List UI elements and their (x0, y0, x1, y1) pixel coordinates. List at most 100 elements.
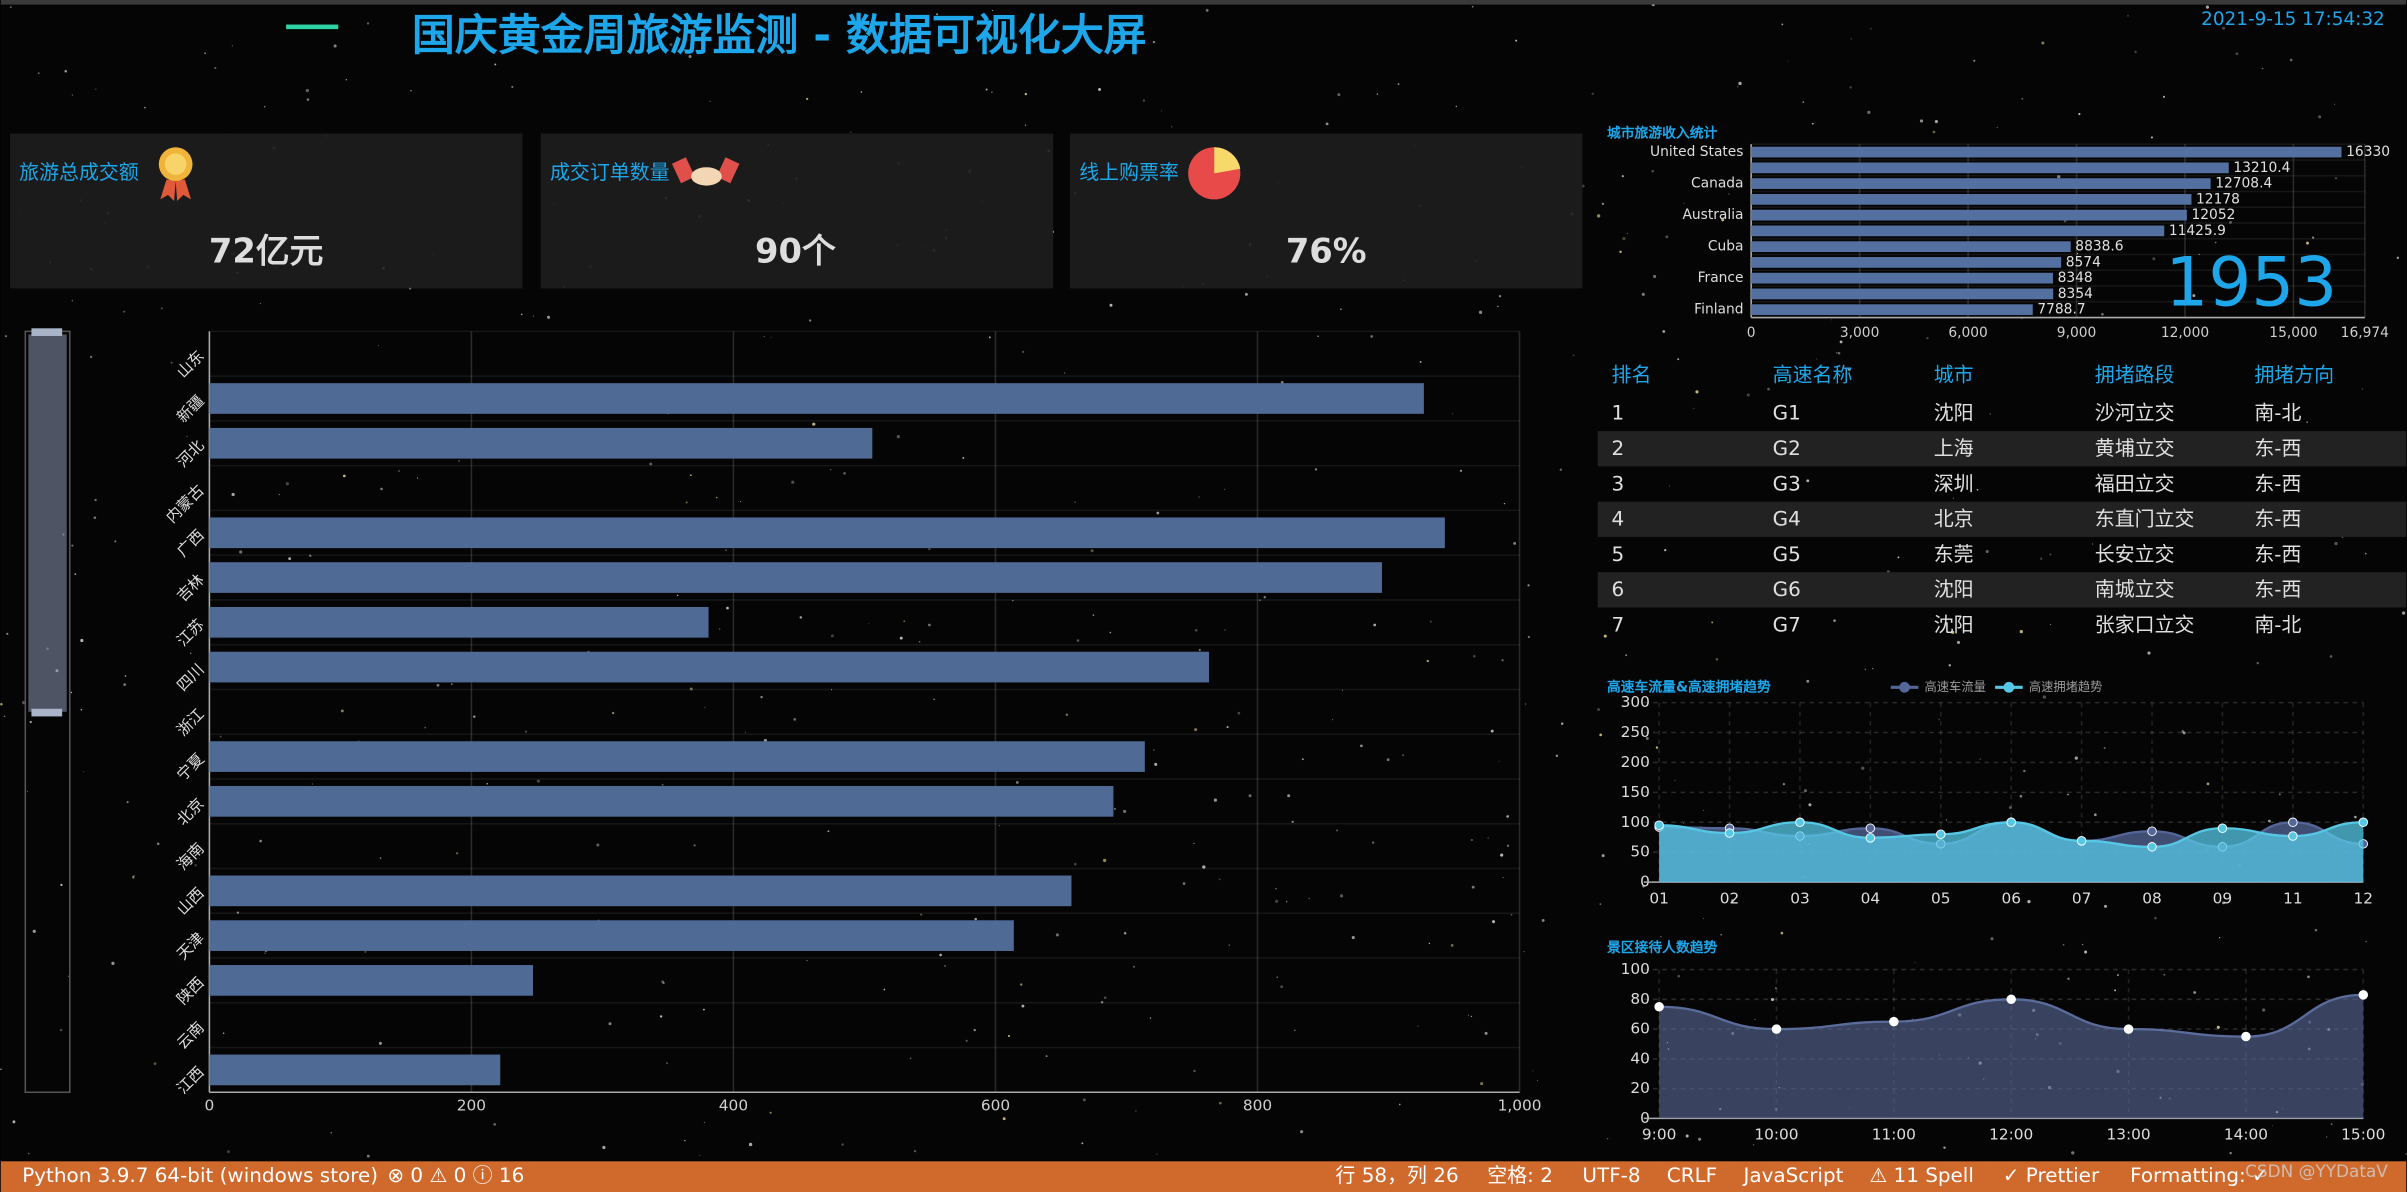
star (1849, 86, 1852, 89)
x-tick-label: 3,000 (1840, 325, 1880, 341)
star (693, 844, 696, 847)
star (1092, 614, 1095, 616)
table-cell: 4 (1612, 507, 1625, 531)
star (793, 718, 797, 721)
star (2057, 175, 2061, 179)
star (1074, 501, 1076, 503)
star (1811, 122, 1814, 125)
star (2041, 41, 2045, 45)
star (702, 1008, 705, 1011)
value-label: 16330 (2346, 144, 2390, 160)
data-zoom[interactable] (24, 328, 71, 1094)
star (1677, 358, 1680, 361)
star (1022, 350, 1025, 353)
medal-icon (158, 147, 193, 201)
star (1870, 28, 1872, 30)
star (1703, 810, 1705, 812)
star (1470, 838, 1474, 842)
star (1372, 841, 1375, 844)
star (436, 683, 440, 687)
star (662, 981, 665, 985)
star (725, 549, 727, 552)
star (1103, 996, 1107, 1000)
star (2326, 1136, 2328, 1138)
point (2358, 990, 2369, 1000)
star (1484, 1031, 1488, 1035)
table-stripe (1597, 431, 2407, 467)
point (2358, 817, 2369, 828)
y-tick-label: 300 (1621, 693, 1650, 711)
star (1429, 620, 1432, 623)
table-cell: 南-北 (2254, 401, 2301, 425)
star (1317, 335, 1319, 337)
legend-label: 高速拥堵趋势 (2029, 679, 2103, 694)
zoom-handle[interactable] (31, 328, 63, 336)
star (2289, 58, 2293, 62)
table-cell: 深圳 (1934, 471, 1974, 495)
star (928, 623, 931, 627)
star (126, 801, 129, 804)
star (0, 1068, 2, 1071)
star (64, 69, 68, 73)
star (2334, 103, 2336, 105)
star (1074, 862, 1077, 866)
star (1731, 899, 1734, 902)
star (1979, 758, 1981, 760)
star (2049, 553, 2052, 556)
star (1525, 703, 1527, 705)
star (903, 620, 906, 623)
status-item: CRLF (1667, 1163, 1717, 1187)
legend-dot (2003, 681, 2015, 693)
star (278, 493, 280, 496)
x-tick-label: 200 (457, 1097, 486, 1115)
x-tick-label: 6,000 (1948, 325, 1988, 341)
top-border (0, 0, 2407, 5)
x-tick-label: 09 (2213, 889, 2233, 907)
x-tick-label: 0 (1747, 325, 1756, 341)
star (933, 698, 935, 700)
table-cell: 东-西 (2254, 507, 2301, 531)
star (3, 715, 6, 718)
star (144, 106, 146, 109)
star (2067, 793, 2069, 796)
star (1641, 292, 1645, 296)
star (2218, 937, 2221, 939)
star (26, 790, 28, 792)
table-cell: 1 (1612, 401, 1625, 425)
star (830, 689, 833, 691)
point (1771, 1024, 1782, 1034)
star (95, 88, 97, 90)
star (1076, 639, 1080, 642)
point (2076, 836, 2087, 846)
star (379, 857, 382, 859)
star (2307, 975, 2310, 979)
star (769, 1111, 772, 1114)
star (2134, 50, 2137, 54)
star (1802, 101, 1805, 103)
star (1149, 1017, 1152, 1019)
star (1864, 668, 1867, 671)
value-label: 12052 (2191, 207, 2235, 223)
star (2162, 95, 2166, 98)
table-cell: 北京 (1934, 507, 1974, 531)
star (1990, 937, 1994, 941)
star (2076, 252, 2079, 255)
star (74, 573, 77, 575)
x-tick-label: 15,000 (2269, 325, 2317, 341)
star (83, 771, 85, 773)
star (511, 85, 514, 88)
star (649, 462, 653, 466)
table-cell: 2 (1612, 436, 1625, 460)
star (1695, 390, 1699, 394)
star (1850, 38, 1852, 40)
table-header: 拥堵方向 (2254, 362, 2334, 386)
star (1351, 936, 1355, 940)
value-label: 8838.6 (2075, 239, 2123, 255)
point (2006, 994, 2016, 1005)
star (1045, 1055, 1048, 1058)
star (330, 1131, 332, 1134)
bar (1751, 209, 2187, 221)
zoom-handle[interactable] (31, 708, 63, 717)
star (659, 1015, 663, 1018)
star (1156, 1153, 1158, 1155)
